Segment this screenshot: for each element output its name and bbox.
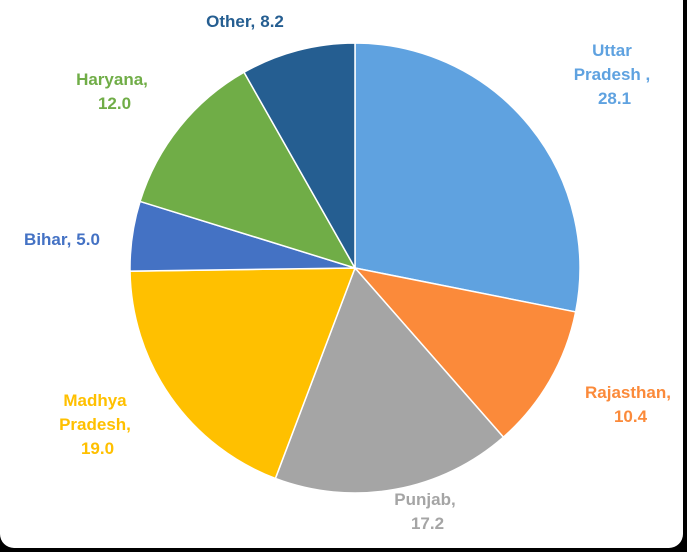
value-label: 28.1 [597,89,632,108]
pie-slice [129,267,357,480]
slice-label: Madhya Pradesh, 19.0 [50,389,140,461]
value-label: 5.0 [76,230,100,249]
pie-slice [354,42,581,313]
category-label: Rajasthan, [585,383,671,402]
category-label: Madhya Pradesh, [59,391,131,434]
category-label: Haryana, [76,70,148,89]
value-label: 12.0 [97,94,132,113]
value-label: 19.0 [80,439,115,458]
pie-slice [274,266,505,494]
category-label: Other, [206,12,256,31]
value-label: 8.2 [260,12,284,31]
slice-label: Punjab, 17.2 [385,488,465,536]
slice-label: Haryana, 12.0 [67,68,157,116]
pie-slice [243,42,356,271]
category-label: Punjab, [394,490,456,509]
value-label: 17.2 [410,514,445,533]
value-label: 10.4 [613,407,648,426]
category-label: Uttar Pradesh , [573,41,651,84]
slice-label: Uttar Pradesh , 28.1 [562,39,662,111]
pie-slice [139,71,357,270]
pie-slice [352,266,577,439]
category-label: Bihar, [24,230,72,249]
slice-label: Bihar, 5.0 [0,228,137,252]
slice-label: Other, 8.2 [170,10,320,34]
slice-label: Rajasthan, 10.4 [573,381,683,429]
